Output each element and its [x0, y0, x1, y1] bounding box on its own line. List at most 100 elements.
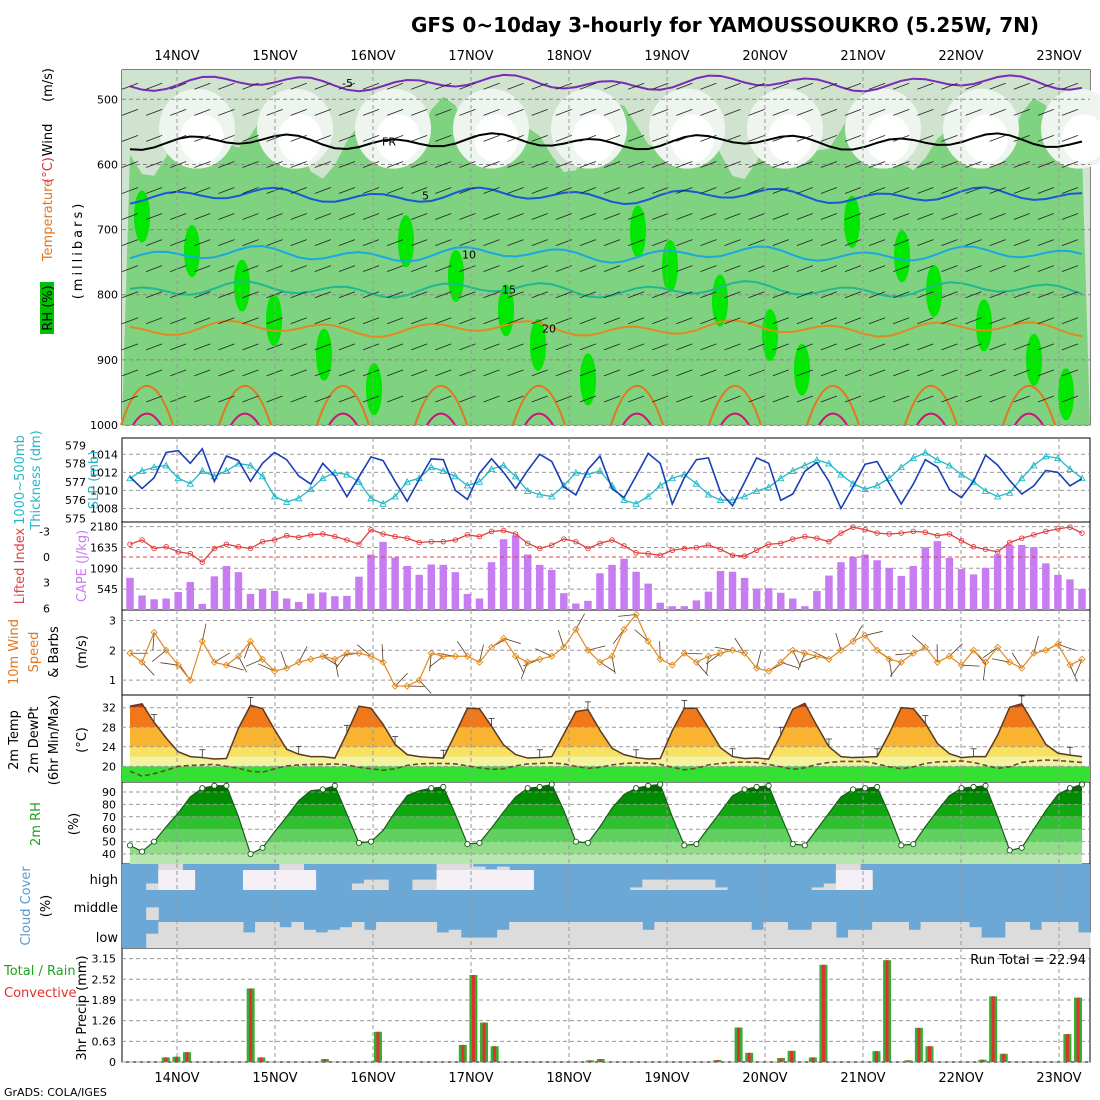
thickness-point [993, 492, 1002, 500]
rh-point [693, 841, 700, 848]
lifted-tick-3: 3 [43, 577, 50, 590]
lifted-index-point [717, 546, 724, 553]
thickness-point [776, 474, 785, 482]
cape-bar [656, 602, 664, 610]
wind-barb [242, 369, 259, 377]
wind-barb [917, 213, 934, 220]
wind-barb [820, 108, 838, 116]
wind-barb [917, 187, 934, 194]
cape-bar [969, 574, 978, 610]
wind-speed-point [789, 646, 797, 654]
thickness-point [933, 455, 942, 463]
wind-speed-point [752, 664, 761, 672]
temp-tick-24: 24 [102, 741, 116, 754]
cape-bar [548, 569, 556, 610]
wind-barb [724, 291, 741, 299]
wind-speed-point [969, 646, 978, 654]
wind-barb [411, 395, 428, 403]
wind-barb [314, 135, 331, 142]
thickness-point [355, 477, 363, 485]
lifted-index-point [1079, 530, 1085, 536]
wind-barb [1061, 265, 1079, 273]
wind-barb [700, 291, 717, 299]
thickness-point [644, 492, 652, 500]
wind-barb-10m [705, 652, 721, 665]
wind-barb [362, 369, 380, 377]
wind-barb [1037, 187, 1054, 194]
wind-speed-point [644, 637, 652, 645]
lifted-index-point [958, 538, 965, 544]
cloud-gap [848, 929, 861, 948]
precip-tick-0.63: 0.63 [92, 1035, 117, 1048]
date-bottom-18NOV: 18NOV [546, 1071, 591, 1086]
wind-barb [868, 135, 886, 142]
wind-barb [868, 239, 886, 246]
wind-barb [1013, 395, 1030, 403]
wind-barb [242, 135, 259, 142]
cape-bar [897, 575, 905, 610]
wind-barb-10m [298, 646, 308, 663]
cloud-gap [412, 922, 425, 948]
wind-barb-10m [503, 637, 521, 644]
wind-speed-point [740, 649, 749, 657]
wind-barb [145, 395, 163, 403]
wind-barb [290, 265, 307, 273]
wind-barb [314, 265, 331, 273]
wind-barb [290, 82, 307, 90]
wind-speed-point [162, 646, 170, 654]
thickness-point [1078, 474, 1086, 482]
cloud-gap [1041, 922, 1055, 948]
cape-bar [981, 567, 990, 610]
wind-barb [386, 317, 404, 325]
wind-barb-10m [1074, 659, 1083, 676]
wind-barb [989, 187, 1006, 194]
wind-barb [603, 265, 621, 273]
lifted-index-point [380, 531, 386, 537]
wind-barb [965, 265, 982, 273]
date-bottom-17NOV: 17NOV [448, 1071, 493, 1086]
wind-barb [170, 239, 187, 246]
thickness-point [535, 490, 544, 498]
isotherm-arc [316, 384, 370, 426]
wind-barb-10m [394, 672, 408, 687]
cloud-gap [654, 922, 667, 948]
dewpoint-line [129, 759, 1083, 777]
wind-barb [121, 369, 139, 377]
wind-barb [459, 265, 476, 273]
cape-bar [813, 590, 821, 610]
cloud-gap [303, 929, 317, 948]
cape-tick-2180: 2180 [90, 521, 118, 534]
cape-bar [596, 573, 604, 610]
lifted-index-point [440, 538, 447, 545]
wind-barb [796, 317, 813, 325]
thickness-point [162, 461, 170, 469]
cape-bar [837, 562, 845, 610]
thickness-point [343, 470, 351, 478]
thickness-point [656, 481, 664, 489]
wind-barb-10m [238, 656, 247, 673]
cloud-level-middle: middle [74, 901, 118, 916]
wind-barb [893, 82, 910, 90]
wind-barb [748, 187, 765, 194]
wind-barb [917, 161, 934, 168]
isotherm-arc-hot [1014, 412, 1044, 426]
wind-barb [868, 213, 886, 220]
rh-point [367, 838, 375, 845]
rh-point [801, 842, 808, 849]
wind-barb [820, 395, 838, 403]
cape-bar [451, 572, 460, 610]
wind-barb [627, 187, 645, 194]
precip-convective-bar [471, 974, 475, 1062]
wind-barb [772, 291, 789, 299]
wind-barb [314, 187, 331, 194]
rh-dry-core [964, 114, 1008, 163]
wind-barb [820, 265, 838, 273]
cloud-gap [835, 937, 849, 948]
lifted-index-point [235, 544, 242, 550]
cloud-high-clear [485, 870, 498, 890]
lifted-index-point [765, 541, 772, 547]
lifted-index-point [777, 540, 784, 547]
temp-tick-28: 28 [102, 721, 116, 734]
wind-barb [844, 265, 862, 273]
wind-barb [145, 187, 163, 194]
